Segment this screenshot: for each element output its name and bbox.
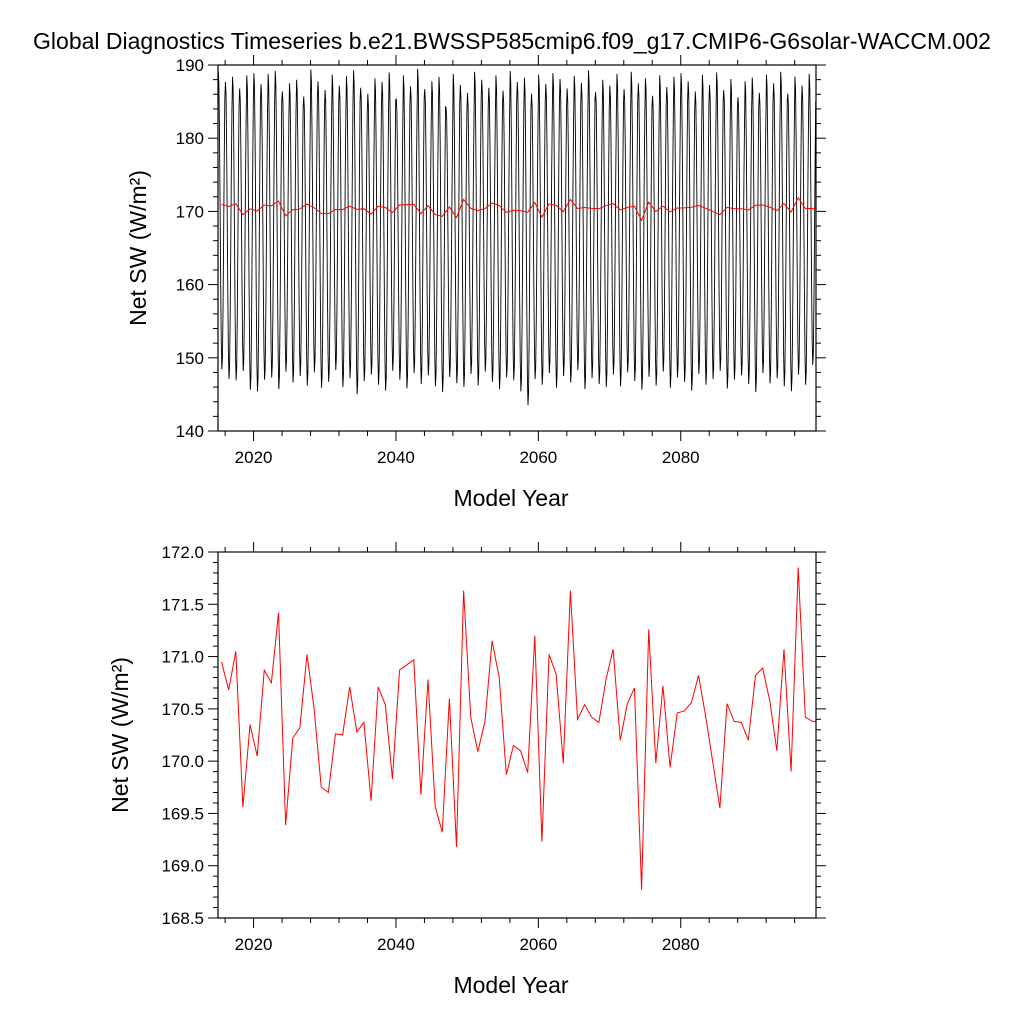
y-tick-label: 171.5	[161, 595, 204, 614]
top-x-tick-labels: 2020 2040 2060 2080	[235, 448, 700, 467]
page-title: Global Diagnostics Timeseries b.e21.BWSS…	[33, 28, 991, 54]
bottom-plot-frame	[217, 551, 817, 919]
top-chart-panel: 140 150 160 170 180 190 2020 2040 2060 2080 Mode…	[125, 55, 826, 511]
bottom-chart-panel: 168.5 169.0 169.5 170.0 170.5 171.0 171.5 172.0…	[107, 542, 826, 998]
top-plot-area	[218, 68, 816, 406]
y-tick-label: 150	[176, 349, 204, 368]
x-tick-label: 2020	[235, 448, 273, 467]
y-tick-label: 180	[176, 129, 204, 148]
bottom-x-tick-labels: 2020 2040 2060 2080	[235, 935, 700, 954]
y-tick-label: 190	[176, 56, 204, 75]
x-tick-label: 2020	[235, 935, 273, 954]
bottom-y-tick-labels: 168.5 169.0 169.5 170.0 170.5 171.0 171.5 172.0	[161, 543, 204, 928]
annual-mean-net-sw-line	[221, 567, 816, 890]
series-group	[221, 567, 816, 890]
x-tick-label: 2080	[662, 935, 700, 954]
y-tick-label: 170.5	[161, 700, 204, 719]
y-tick-label: 169.0	[161, 857, 204, 876]
bottom-x-axis-label: Model Year	[453, 972, 568, 998]
top-y-axis-label: Net SW (W/m²)	[125, 170, 151, 326]
bottom-plot-area	[221, 567, 816, 890]
x-tick-label: 2060	[519, 448, 557, 467]
y-tick-label: 160	[176, 276, 204, 295]
annual-mean-net-sw-line	[221, 196, 816, 222]
top-plot-frame	[217, 64, 817, 432]
y-tick-label: 170	[176, 202, 204, 221]
top-x-axis-label: Model Year	[453, 485, 568, 511]
y-tick-label: 140	[176, 422, 204, 441]
y-tick-label: 172.0	[161, 543, 204, 562]
y-tick-label: 170.0	[161, 752, 204, 771]
top-tick-marks	[208, 55, 826, 441]
x-tick-label: 2080	[662, 448, 700, 467]
series-group	[218, 68, 816, 406]
x-tick-label: 2060	[519, 935, 557, 954]
monthly-net-sw-line	[218, 68, 816, 406]
x-tick-label: 2040	[377, 935, 415, 954]
y-tick-label: 169.5	[161, 804, 204, 823]
x-tick-label: 2040	[377, 448, 415, 467]
y-tick-label: 171.0	[161, 648, 204, 667]
y-tick-label: 168.5	[161, 909, 204, 928]
bottom-tick-marks	[208, 542, 826, 928]
bottom-y-axis-label: Net SW (W/m²)	[107, 657, 133, 813]
top-y-tick-labels: 140 150 160 170 180 190	[176, 56, 204, 441]
